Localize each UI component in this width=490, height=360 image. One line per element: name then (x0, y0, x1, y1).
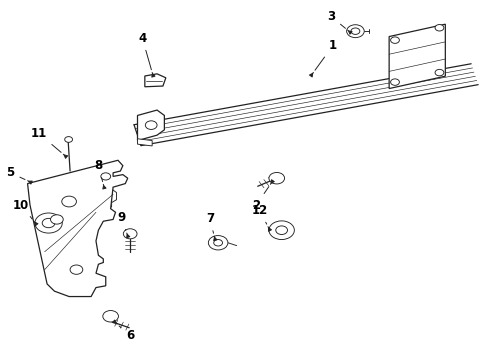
Circle shape (70, 265, 83, 274)
Text: 9: 9 (117, 211, 126, 230)
Text: 12: 12 (251, 204, 268, 224)
Text: 7: 7 (206, 212, 214, 233)
Circle shape (391, 79, 399, 85)
Circle shape (146, 121, 157, 130)
Circle shape (391, 37, 399, 43)
Polygon shape (138, 110, 164, 140)
Circle shape (62, 196, 76, 207)
Circle shape (214, 239, 222, 246)
Text: 2: 2 (252, 186, 269, 212)
Polygon shape (101, 184, 117, 207)
Text: 3: 3 (327, 10, 345, 28)
Circle shape (435, 69, 444, 76)
Polygon shape (27, 160, 128, 297)
Circle shape (50, 215, 63, 224)
Circle shape (269, 172, 285, 184)
Circle shape (35, 213, 62, 233)
Text: 5: 5 (6, 166, 25, 180)
Circle shape (276, 226, 288, 234)
Circle shape (123, 229, 137, 239)
Circle shape (65, 136, 73, 142)
Polygon shape (138, 139, 152, 146)
Text: 10: 10 (13, 199, 32, 219)
Text: 1: 1 (315, 39, 337, 70)
Text: 8: 8 (94, 159, 102, 181)
Circle shape (208, 235, 228, 250)
Circle shape (269, 221, 294, 239)
Circle shape (435, 24, 444, 31)
Circle shape (346, 25, 364, 38)
Text: 4: 4 (138, 32, 151, 70)
Polygon shape (145, 74, 166, 87)
Polygon shape (389, 24, 445, 89)
Text: 6: 6 (119, 326, 134, 342)
Circle shape (42, 219, 55, 228)
Circle shape (351, 28, 360, 35)
Text: 11: 11 (31, 127, 61, 152)
Circle shape (103, 311, 119, 322)
Circle shape (101, 173, 111, 180)
